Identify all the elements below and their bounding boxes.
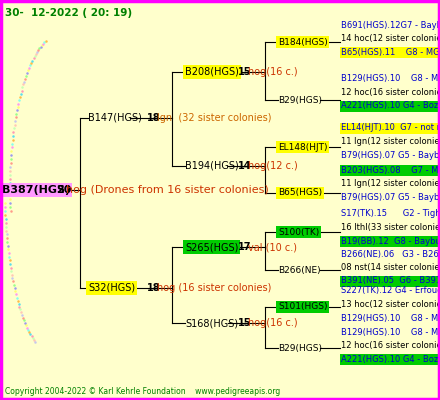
- Text: B147(HGS): B147(HGS): [88, 113, 142, 123]
- Text: B266(NE).06   G3 - B266(NE): B266(NE).06 G3 - B266(NE): [341, 250, 440, 258]
- Text: 11 lgn(12 sister colonies): 11 lgn(12 sister colonies): [341, 179, 440, 188]
- Text: 18: 18: [147, 113, 161, 123]
- Text: 12 hoc(16 sister colonies): 12 hoc(16 sister colonies): [341, 88, 440, 97]
- Text: B691(HGS).12G7 - Bayburt98-3: B691(HGS).12G7 - Bayburt98-3: [341, 20, 440, 30]
- Text: B208(HGS): B208(HGS): [185, 67, 239, 77]
- Text: B129(HGS).10    G8 - MG00R: B129(HGS).10 G8 - MG00R: [341, 328, 440, 336]
- Text: EL148(HJT): EL148(HJT): [278, 142, 327, 152]
- Text: B65(HGS).11    G8 - MG00R: B65(HGS).11 G8 - MG00R: [341, 48, 440, 56]
- Text: hog(16 c.): hog(16 c.): [248, 318, 297, 328]
- Text: hog(12 c.): hog(12 c.): [248, 161, 298, 171]
- Text: S101(HGS): S101(HGS): [278, 302, 327, 312]
- Text: S100(TK): S100(TK): [278, 228, 319, 236]
- Text: S17(TK).15      G2 - TighzaQ: S17(TK).15 G2 - TighzaQ: [341, 210, 440, 218]
- Text: S168(HGS): S168(HGS): [185, 318, 238, 328]
- Text: B19(BB).12  G8 - Bayburt98-3: B19(BB).12 G8 - Bayburt98-3: [341, 236, 440, 246]
- Text: B184(HGS): B184(HGS): [278, 38, 328, 46]
- Text: B79(HGS).07 G5 - Bayburt98-3: B79(HGS).07 G5 - Bayburt98-3: [341, 192, 440, 202]
- Text: 17: 17: [238, 242, 252, 252]
- Text: B203(HGS).08    G7 - MG00R: B203(HGS).08 G7 - MG00R: [341, 166, 440, 174]
- Text: B391(NE).05  G6 - B391(NE): B391(NE).05 G6 - B391(NE): [341, 276, 440, 286]
- Text: B387(HGS): B387(HGS): [2, 185, 70, 195]
- Text: S227(TK).12 G4 - Erfoud07-1Q: S227(TK).12 G4 - Erfoud07-1Q: [341, 286, 440, 296]
- Text: lgn  (32 sister colonies): lgn (32 sister colonies): [157, 113, 271, 123]
- Text: B65(HGS): B65(HGS): [278, 188, 322, 198]
- Text: Copyright 2004-2022 © Karl Kehrle Foundation    www.pedigreeapis.org: Copyright 2004-2022 © Karl Kehrle Founda…: [5, 387, 280, 396]
- Text: B79(HGS).07 G5 - Bayburt98-3: B79(HGS).07 G5 - Bayburt98-3: [341, 150, 440, 160]
- Text: 30-  12-2022 ( 20: 19): 30- 12-2022 ( 20: 19): [5, 8, 132, 18]
- Text: 15: 15: [238, 67, 252, 77]
- Text: S265(HGS): S265(HGS): [185, 242, 238, 252]
- Text: EL14(HJT).10  G7 - not registe: EL14(HJT).10 G7 - not registe: [341, 124, 440, 132]
- Text: A221(HGS).10 G4 - Bozdag07R: A221(HGS).10 G4 - Bozdag07R: [341, 354, 440, 364]
- Text: A221(HGS).10 G4 - Bozdag07R: A221(HGS).10 G4 - Bozdag07R: [341, 102, 440, 110]
- Text: B29(HGS): B29(HGS): [278, 96, 322, 104]
- Text: 14 hoc(12 sister colonies): 14 hoc(12 sister colonies): [341, 34, 440, 43]
- Text: 13 hoc(12 sister colonies): 13 hoc(12 sister colonies): [341, 300, 440, 309]
- Text: 14: 14: [238, 161, 252, 171]
- Text: B129(HGS).10    G8 - MG00R: B129(HGS).10 G8 - MG00R: [341, 314, 440, 322]
- Text: 20: 20: [56, 185, 71, 195]
- Text: B266(NE): B266(NE): [278, 266, 321, 274]
- Text: hog (16 sister colonies): hog (16 sister colonies): [157, 283, 271, 293]
- Text: B194(HGS): B194(HGS): [185, 161, 239, 171]
- Text: S32(HGS): S32(HGS): [88, 283, 135, 293]
- Text: 15: 15: [238, 318, 252, 328]
- Text: 12 hoc(16 sister colonies): 12 hoc(16 sister colonies): [341, 341, 440, 350]
- Text: 16 lthl(33 sister colonies): 16 lthl(33 sister colonies): [341, 223, 440, 232]
- Text: B129(HGS).10    G8 - MG00R: B129(HGS).10 G8 - MG00R: [341, 74, 440, 84]
- Text: B29(HGS): B29(HGS): [278, 344, 322, 352]
- Text: 18: 18: [147, 283, 161, 293]
- Text: hog(16 c.): hog(16 c.): [248, 67, 297, 77]
- Text: val (10 c.): val (10 c.): [248, 242, 297, 252]
- Text: hog (Drones from 16 sister colonies): hog (Drones from 16 sister colonies): [66, 185, 269, 195]
- Text: 08 nst(14 sister colonies): 08 nst(14 sister colonies): [341, 263, 440, 272]
- Text: 11 lgn(12 sister colonies): 11 lgn(12 sister colonies): [341, 137, 440, 146]
